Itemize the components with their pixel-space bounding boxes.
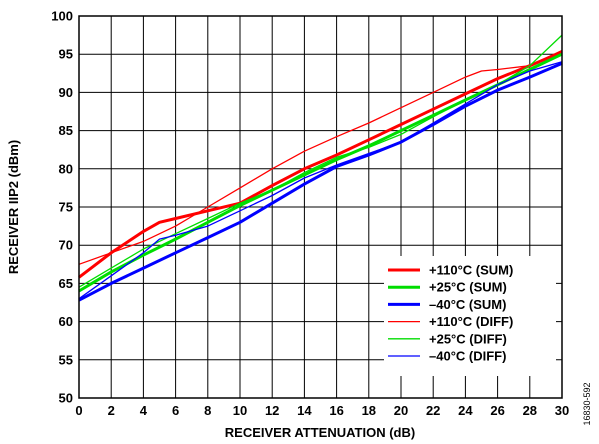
- figure-id: 16830-592: [582, 382, 592, 425]
- y-tick-label: 85: [59, 123, 73, 138]
- x-tick-label: 8: [204, 403, 211, 418]
- series-line-0: [78, 50, 563, 279]
- series-line-4: [78, 34, 563, 288]
- x-tick-label: 26: [490, 403, 504, 418]
- legend-label: –40°C (SUM): [429, 297, 506, 312]
- x-tick-label: 20: [394, 403, 408, 418]
- x-tick-label: 2: [108, 403, 115, 418]
- y-tick-label: 65: [59, 276, 73, 291]
- x-tick-label: 28: [523, 403, 537, 418]
- x-tick-label: 14: [297, 403, 312, 418]
- x-tick-label: 12: [265, 403, 279, 418]
- y-tick-label: 50: [59, 391, 73, 406]
- y-tick-label: 55: [59, 352, 73, 367]
- y-tick-label: 95: [59, 47, 73, 62]
- x-tick-label: 0: [75, 403, 82, 418]
- y-tick-label: 70: [59, 238, 73, 253]
- legend: +110°C (SUM) +25°C (SUM) –40°C (SUM) +110°C…: [384, 256, 556, 376]
- x-tick-label: 24: [458, 403, 473, 418]
- y-tick-label: 90: [59, 85, 73, 100]
- x-tick-label: 4: [140, 403, 148, 418]
- y-tick-label: 75: [59, 200, 73, 215]
- series-line-2: [78, 62, 563, 302]
- legend-label: +110°C (DIFF): [429, 314, 513, 329]
- x-tick-label: 6: [172, 403, 179, 418]
- x-tick-label: 30: [555, 403, 569, 418]
- x-tick-label: 10: [233, 403, 247, 418]
- y-axis-title: RECEIVER IIP2 (dBm): [6, 140, 21, 274]
- x-tick-label: 18: [362, 403, 376, 418]
- legend-label: +110°C (SUM): [429, 263, 513, 278]
- y-tick-label: 100: [51, 9, 73, 24]
- tick-labels: 0 2 4 6 8 10 12 14 16 18 20 22 24 26 28 305055606570758…: [51, 9, 569, 419]
- y-tick-label: 60: [59, 314, 73, 329]
- legend-label: +25°C (SUM): [429, 280, 507, 295]
- series-line-3: [78, 49, 563, 265]
- x-tick-label: 22: [426, 403, 440, 418]
- legend-label: –40°C (DIFF): [429, 349, 506, 364]
- y-tick-label: 80: [59, 161, 73, 176]
- legend-label: +25°C (DIFF): [429, 331, 507, 346]
- x-axis-title: RECEIVER ATTENUATION (dB): [225, 425, 415, 440]
- x-tick-label: 16: [329, 403, 343, 418]
- series-line-5: [78, 61, 563, 300]
- series-lines: [78, 34, 563, 302]
- plot-frame: [78, 15, 563, 399]
